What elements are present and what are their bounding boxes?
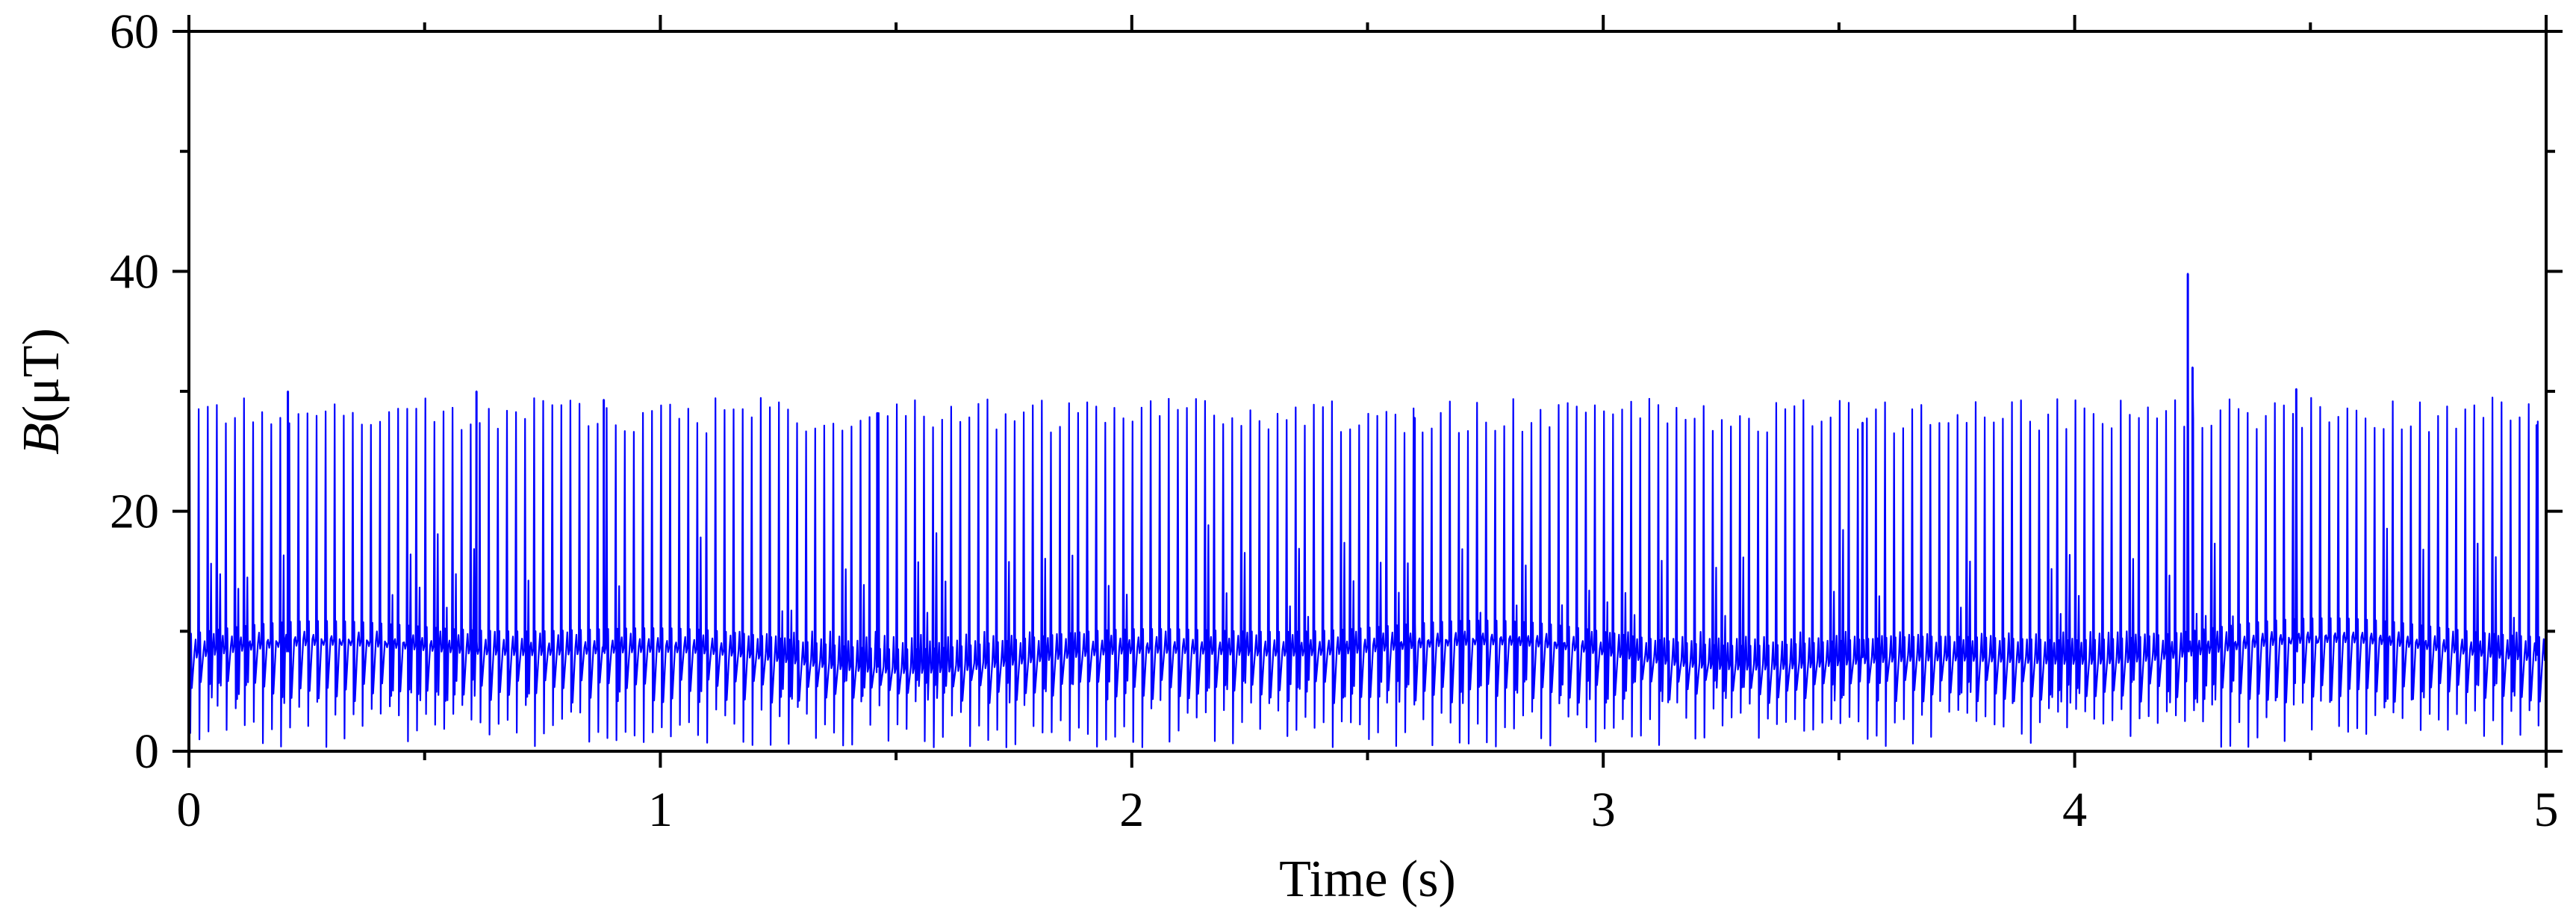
y-axis-title: B(μT) — [13, 328, 70, 455]
x-tick-label-3: 3 — [1591, 783, 1616, 837]
plot-series-group — [187, 273, 2546, 748]
x-tick-label-0: 0 — [177, 783, 202, 837]
y-tick-label-3: 60 — [110, 4, 159, 59]
x-axis-title: Time (s) — [1279, 851, 1456, 908]
x-tick-label-2: 2 — [1119, 783, 1144, 837]
y-tick-label-0: 0 — [134, 724, 159, 779]
y-axis-unit: (μT) — [13, 328, 70, 423]
y-axis-symbol: B — [13, 423, 70, 455]
y-tick-label-2: 40 — [110, 244, 159, 299]
x-tick-label-4: 4 — [2062, 783, 2087, 837]
x-tick-label-1: 1 — [648, 783, 673, 837]
series-line-0 — [187, 273, 2546, 748]
x-tick-label-5: 5 — [2534, 783, 2559, 837]
ticks-group: 0 1 2 3 4 5 0 20 40 60 — [110, 4, 2563, 837]
y-tick-label-1: 20 — [110, 485, 159, 539]
